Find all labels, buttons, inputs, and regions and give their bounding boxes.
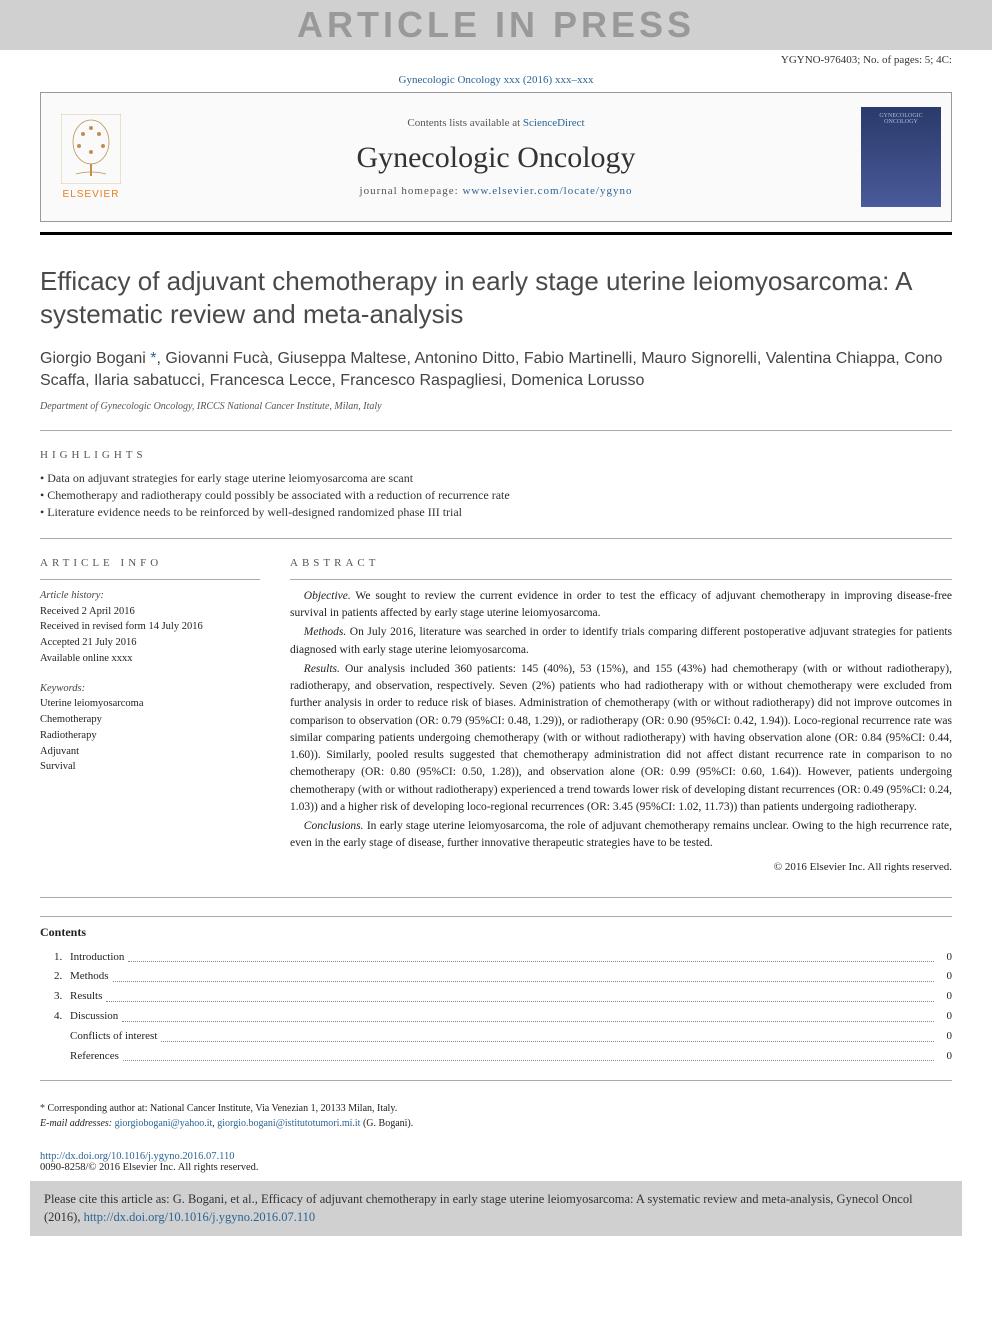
online-date: Available online xxxx: [40, 651, 260, 667]
email-link[interactable]: giorgiobogani@yahoo.it: [115, 1118, 213, 1129]
toc-label: Discussion: [70, 1007, 118, 1027]
homepage-link[interactable]: www.elsevier.com/locate/ygyno: [462, 185, 632, 197]
issn-copyright: 0090-8258/© 2016 Elsevier Inc. All right…: [40, 1162, 952, 1173]
toc-number: 4.: [40, 1007, 70, 1027]
header-center: Contents lists available at ScienceDirec…: [141, 117, 851, 197]
article-in-press-banner: ARTICLE IN PRESS: [0, 0, 992, 50]
table-of-contents: Contents 1.Introduction02.Methods03.Resu…: [40, 925, 952, 1067]
contents-available-line: Contents lists available at ScienceDirec…: [141, 117, 851, 129]
journal-header-box: ELSEVIER Contents lists available at Sci…: [40, 92, 952, 222]
toc-page: 0: [938, 967, 952, 987]
toc-number: 1.: [40, 948, 70, 968]
toc-label: Methods: [70, 967, 109, 987]
rule-before-highlights: [40, 430, 952, 431]
publisher-name: ELSEVIER: [49, 189, 133, 200]
abstract-results: Results. Our analysis included 360 patie…: [290, 661, 952, 816]
rule-after-abstract: [40, 897, 952, 898]
toc-label: References: [70, 1047, 119, 1067]
toc-leader-dots: [122, 1007, 934, 1022]
toc-entry[interactable]: 1.Introduction 0: [40, 948, 952, 968]
toc-number: [40, 1047, 70, 1067]
abstract-label: ABSTRACT: [290, 557, 952, 569]
article-info-column: ARTICLE INFO Article history: Received 2…: [40, 557, 260, 873]
article-title: Efficacy of adjuvant chemotherapy in ear…: [40, 265, 952, 330]
toc-label: Conflicts of interest: [70, 1027, 157, 1047]
contents-heading: Contents: [40, 925, 952, 940]
abstract-column: ABSTRACT Objective. We sought to review …: [290, 557, 952, 873]
toc-entry[interactable]: 4.Discussion 0: [40, 1007, 952, 1027]
toc-entry[interactable]: 3.Results 0: [40, 987, 952, 1007]
toc-page: 0: [938, 987, 952, 1007]
abstract-conclusions: Conclusions. In early stage uterine leio…: [290, 818, 952, 853]
toc-number: 3.: [40, 987, 70, 1007]
abstract-objective: Objective. We sought to review the curre…: [290, 588, 952, 623]
keyword: Survival: [40, 759, 260, 775]
highlights-label: HIGHLIGHTS: [40, 449, 952, 461]
doi-block: http://dx.doi.org/10.1016/j.ygyno.2016.0…: [40, 1151, 952, 1173]
toc-leader-dots: [123, 1047, 934, 1062]
toc-leader-dots: [113, 967, 935, 982]
abstract-methods: Methods. On July 2016, literature was se…: [290, 624, 952, 659]
keyword: Chemotherapy: [40, 712, 260, 728]
rule-after-toc: [40, 1080, 952, 1081]
toc-page: 0: [938, 1007, 952, 1027]
keyword: Adjuvant: [40, 744, 260, 760]
press-info: YGYNO-976403; No. of pages: 5; 4C:: [0, 50, 992, 68]
toc-entry[interactable]: Conflicts of interest 0: [40, 1027, 952, 1047]
homepage-line: journal homepage: www.elsevier.com/locat…: [141, 185, 851, 197]
article-history-head: Article history:: [40, 588, 260, 604]
highlight-item: Chemotherapy and radiotherapy could poss…: [40, 488, 952, 503]
citation-box: Please cite this article as: G. Bogani, …: [30, 1181, 962, 1236]
keyword: Radiotherapy: [40, 728, 260, 744]
journal-ref-link[interactable]: Gynecologic Oncology xxx (2016) xxx–xxx: [0, 68, 992, 92]
toc-page: 0: [938, 948, 952, 968]
toc-leader-dots: [161, 1027, 934, 1042]
received-date: Received 2 April 2016: [40, 604, 260, 620]
accepted-date: Accepted 21 July 2016: [40, 635, 260, 651]
toc-label: Results: [70, 987, 102, 1007]
rule-double: [40, 916, 952, 917]
highlight-item: Literature evidence needs to be reinforc…: [40, 505, 952, 520]
doi-link[interactable]: http://dx.doi.org/10.1016/j.ygyno.2016.0…: [40, 1151, 235, 1162]
toc-number: 2.: [40, 967, 70, 987]
citation-doi-link[interactable]: http://dx.doi.org/10.1016/j.ygyno.2016.0…: [84, 1210, 316, 1224]
toc-entry[interactable]: References 0: [40, 1047, 952, 1067]
highlight-item: Data on adjuvant strategies for early st…: [40, 471, 952, 486]
footnotes: * Corresponding author at: National Canc…: [40, 1101, 952, 1131]
elsevier-tree-icon: [61, 114, 121, 184]
toc-entry[interactable]: 2.Methods 0: [40, 967, 952, 987]
keywords-block: Keywords: Uterine leiomyosarcoma Chemoth…: [40, 681, 260, 776]
email-link[interactable]: giorgio.bogani@istitutotumori.mi.it: [217, 1118, 360, 1129]
revised-date: Received in revised form 14 July 2016: [40, 619, 260, 635]
sciencedirect-link[interactable]: ScienceDirect: [523, 117, 585, 129]
affiliation: Department of Gynecologic Oncology, IRCC…: [40, 401, 952, 412]
toc-leader-dots: [106, 987, 934, 1002]
email-addresses: E-mail addresses: giorgiobogani@yahoo.it…: [40, 1116, 952, 1131]
journal-title: Gynecologic Oncology: [141, 141, 851, 175]
abstract-copyright: © 2016 Elsevier Inc. All rights reserved…: [290, 861, 952, 873]
author-list: Giorgio Bogani *, Giovanni Fucà, Giusepp…: [40, 348, 952, 393]
toc-leader-dots: [128, 948, 934, 963]
article-info-label: ARTICLE INFO: [40, 557, 260, 569]
keywords-head: Keywords:: [40, 681, 260, 697]
journal-cover-thumbnail: [861, 107, 941, 207]
rule-before-abstract: [40, 538, 952, 539]
toc-number: [40, 1027, 70, 1047]
toc-page: 0: [938, 1047, 952, 1067]
toc-label: Introduction: [70, 948, 124, 968]
corresponding-author-note: * Corresponding author at: National Canc…: [40, 1101, 952, 1116]
toc-page: 0: [938, 1027, 952, 1047]
keyword: Uterine leiomyosarcoma: [40, 696, 260, 712]
highlights-section: HIGHLIGHTS Data on adjuvant strategies f…: [40, 449, 952, 520]
rule-under-header: [40, 232, 952, 235]
elsevier-logo: ELSEVIER: [41, 106, 141, 208]
